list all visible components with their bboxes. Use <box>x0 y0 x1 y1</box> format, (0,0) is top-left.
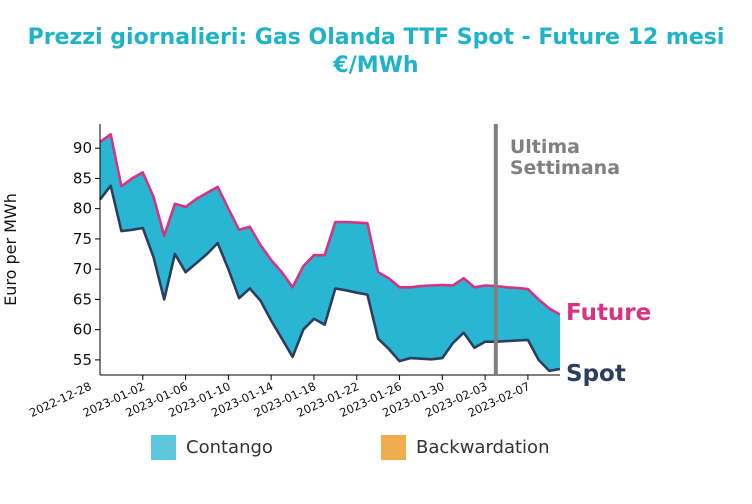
y-tick-label: 60 <box>73 321 92 339</box>
future-end-label: Future <box>566 300 651 326</box>
contango-area <box>100 134 560 371</box>
contango-swatch <box>151 434 176 460</box>
y-tick-label: 80 <box>73 200 92 218</box>
legend-item-contango[interactable]: Contango <box>151 433 273 461</box>
legend-label-contango: Contango <box>186 436 273 458</box>
plot-area: 55606570758085902022-12-282023-01-022023… <box>1 124 651 420</box>
chart-subtitle: €/MWh <box>333 53 419 78</box>
last-week-label-1: Ultima <box>510 136 580 158</box>
spot-end-label: Spot <box>566 361 626 387</box>
y-tick-label: 85 <box>73 169 92 187</box>
spot-series-line <box>98 184 561 373</box>
y-tick-label: 90 <box>73 139 92 157</box>
last-week-label-2: Settimana <box>510 157 620 179</box>
chart-title-line: Prezzi giornalieri: Gas Olanda TTF Spot … <box>27 25 725 50</box>
chart-title: Prezzi giornalieri: Gas Olanda TTF Spot … <box>0 24 752 80</box>
future-series-line <box>99 133 561 316</box>
y-tick-label: 75 <box>73 230 92 248</box>
y-tick-label: 55 <box>73 351 92 369</box>
legend-label-backwardation: Backwardation <box>416 436 550 458</box>
y-axis-label: Euro per MWh <box>1 193 20 306</box>
y-tick-label: 65 <box>73 290 92 308</box>
backwardation-swatch <box>381 434 406 460</box>
legend-item-backwardation[interactable]: Backwardation <box>381 433 549 461</box>
y-tick-label: 70 <box>73 260 92 278</box>
